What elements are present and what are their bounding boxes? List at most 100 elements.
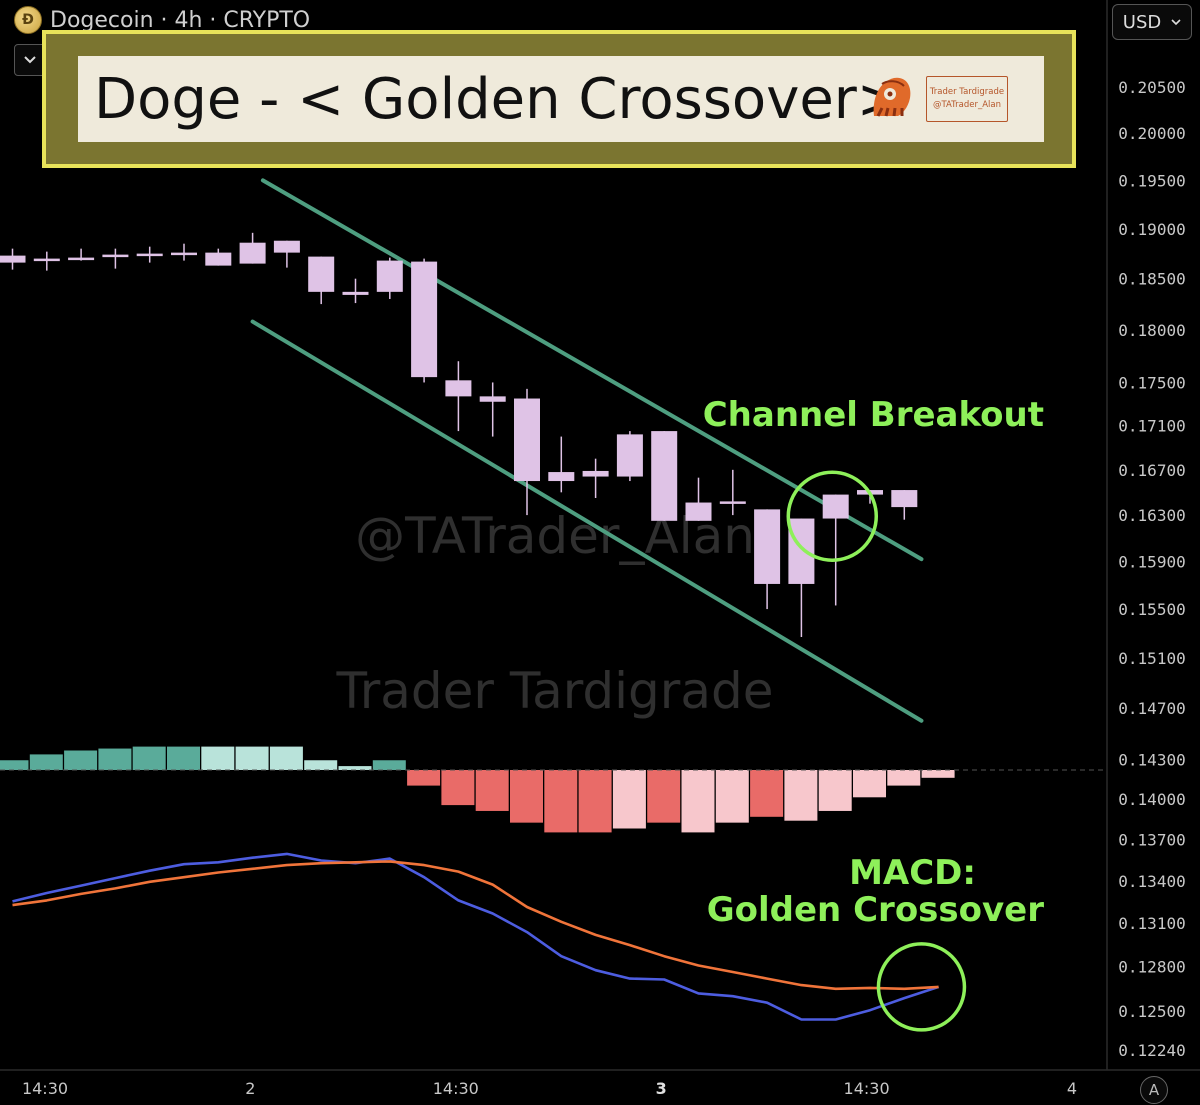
price-tick-label: 0.14700 <box>1118 699 1185 718</box>
candle <box>411 258 438 383</box>
candle-body <box>582 470 609 477</box>
histogram-bar <box>0 760 29 770</box>
banner-title: Doge - < Golden Crossover> <box>94 66 904 132</box>
title-banner: Doge - < Golden Crossover> Trader Tardig… <box>42 30 1076 168</box>
channel-upper-line <box>260 178 924 562</box>
candle-body <box>788 518 815 584</box>
candle-body <box>754 509 781 584</box>
candle <box>171 243 197 261</box>
candle <box>616 431 643 482</box>
candle-body <box>822 494 849 519</box>
price-tick-label: 0.14300 <box>1118 751 1185 770</box>
histogram-bar <box>784 770 818 821</box>
macd-label: MACD: <box>849 853 976 893</box>
candle <box>68 248 95 261</box>
price-tick-label: 0.13400 <box>1118 872 1185 891</box>
candle-body <box>548 472 575 482</box>
currency-selector[interactable]: USD <box>1112 4 1192 40</box>
histogram-bar <box>681 770 715 833</box>
histogram-bar <box>715 770 749 823</box>
stamp-line2: @TATrader_Alan <box>933 100 1001 110</box>
auto-scale-label: A <box>1148 1081 1160 1099</box>
candle <box>822 494 849 606</box>
histogram-bar <box>441 770 475 806</box>
histogram-bar <box>98 748 132 770</box>
signal-line <box>12 860 939 991</box>
candle-body <box>411 261 438 378</box>
price-tick-label: 0.20500 <box>1118 78 1185 97</box>
candle <box>719 469 746 516</box>
candle <box>788 518 815 637</box>
price-tick-label: 0.18000 <box>1118 321 1185 340</box>
chevron-down-icon <box>24 56 36 64</box>
candle <box>754 509 781 610</box>
candle-body <box>342 291 369 295</box>
price-tick-label: 0.17100 <box>1118 417 1185 436</box>
candle <box>582 458 609 498</box>
candle <box>0 248 26 270</box>
candle-body <box>719 501 746 504</box>
candle <box>685 477 712 521</box>
price-tick-label: 0.14000 <box>1118 790 1185 809</box>
histogram-bar <box>338 766 372 770</box>
candle-body <box>685 502 712 521</box>
histogram-bar <box>235 746 269 770</box>
symbol-header[interactable]: Ð Dogecoin · 4h · CRYPTO <box>14 4 310 36</box>
candle-body <box>68 257 95 261</box>
macd-line <box>12 852 940 1021</box>
candle <box>479 382 506 437</box>
currency-label: USD <box>1122 11 1162 33</box>
histogram-bar <box>29 754 63 770</box>
time-tick-label: 14:30 <box>433 1079 479 1098</box>
time-tick-label: 14:30 <box>22 1079 68 1098</box>
histogram-bar <box>304 760 338 770</box>
candle <box>548 436 575 493</box>
price-tick-label: 0.16700 <box>1118 461 1185 480</box>
candle <box>136 246 163 263</box>
channel-breakout-label: Channel Breakout <box>703 395 1044 435</box>
golden-crossover-label: Golden Crossover <box>707 890 1044 930</box>
price-tick-label: 0.17500 <box>1118 373 1185 392</box>
candle-body <box>891 490 918 508</box>
candle-body <box>514 398 540 482</box>
histogram-bar <box>887 770 921 786</box>
histogram-bar <box>612 770 646 829</box>
price-tick-label: 0.12500 <box>1118 1002 1185 1021</box>
price-tick-label: 0.19000 <box>1118 220 1185 239</box>
histogram-bar <box>510 770 543 823</box>
stamp-line1: Trader Tardigrade <box>929 87 1005 97</box>
tardigrade-logo-icon <box>873 77 911 117</box>
time-tick-label: 4 <box>1067 1079 1077 1098</box>
histogram-bar <box>921 770 955 778</box>
histogram-bar <box>269 746 303 770</box>
candle-body <box>479 396 506 402</box>
candle <box>239 232 266 264</box>
histogram-bar <box>544 770 578 833</box>
price-tick-label: 0.15500 <box>1118 600 1185 619</box>
time-tick-label: 2 <box>245 1079 255 1098</box>
candle-body <box>273 240 300 253</box>
candle-body <box>616 434 643 477</box>
symbol-title: Dogecoin · 4h · CRYPTO <box>50 7 311 33</box>
histogram-bar <box>132 746 166 770</box>
histogram-bar <box>853 770 886 798</box>
price-tick-label: 0.12800 <box>1118 957 1185 976</box>
candle-body <box>376 260 403 292</box>
price-tick-label: 0.15900 <box>1118 552 1185 571</box>
histogram-bar <box>818 770 852 811</box>
candle-body <box>239 242 266 264</box>
chevron-down-icon <box>1171 19 1181 26</box>
candle-body <box>0 255 26 263</box>
histogram-bar <box>64 750 98 770</box>
watermark-name: Trader Tardigrade <box>336 662 774 720</box>
candle <box>102 248 129 269</box>
histogram-bar <box>475 770 509 811</box>
candle <box>33 251 60 271</box>
dogecoin-logo-icon: Ð <box>14 6 42 34</box>
auto-scale-button[interactable]: A <box>1140 1076 1168 1104</box>
price-tick-label: 0.18500 <box>1118 270 1185 289</box>
candle <box>445 361 472 432</box>
price-tick-label: 0.15100 <box>1118 649 1185 668</box>
channel-lower-line <box>250 319 924 723</box>
